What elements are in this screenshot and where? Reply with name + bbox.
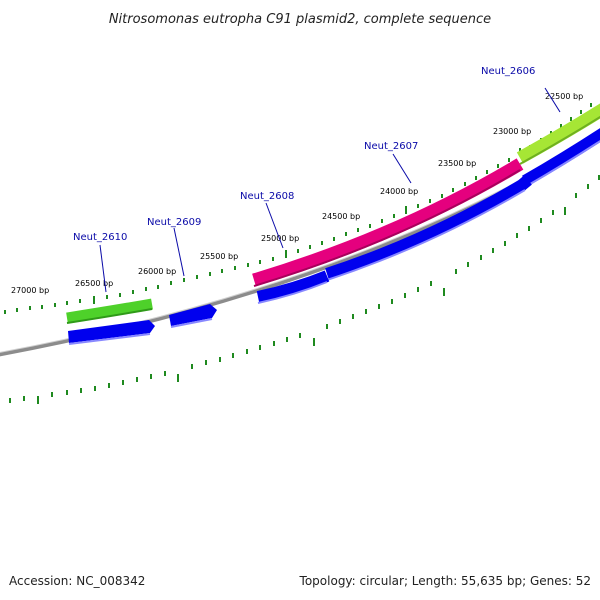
tick-label-23000: 23000 bp bbox=[493, 127, 531, 136]
gene-label-neut-2607[interactable]: Neut_2607 bbox=[364, 141, 418, 152]
cds-neut-2610[interactable] bbox=[68, 320, 155, 343]
cds-neut-2606-shade bbox=[524, 140, 600, 188]
tick-label-23500: 23500 bp bbox=[438, 159, 476, 168]
cds-neut-2609[interactable] bbox=[169, 304, 217, 326]
lime-feature-arc[interactable] bbox=[516, 103, 600, 164]
tick-label-22500: 22500 bp bbox=[545, 92, 583, 101]
pink-feature-arc-shade bbox=[253, 169, 521, 287]
lime-feature-arc-shade bbox=[519, 115, 600, 165]
map-title: Nitrosomonas eutropha C91 plasmid2, comp… bbox=[109, 12, 491, 27]
gene-label-neut-2606[interactable]: Neut_2606 bbox=[481, 66, 535, 77]
green-feature-arc[interactable] bbox=[66, 298, 153, 324]
green-feature-arc-shade bbox=[66, 308, 153, 324]
cds-neut-2607-shade bbox=[326, 189, 526, 281]
cds-neut-2610-shade bbox=[68, 333, 151, 345]
gene-callout-lines bbox=[99, 87, 561, 293]
tick-label-25000: 25000 bp bbox=[261, 234, 299, 243]
tick-label-27000: 27000 bp bbox=[11, 286, 49, 295]
tick-label-24500: 24500 bp bbox=[322, 212, 360, 221]
tick-label-24000: 24000 bp bbox=[380, 187, 418, 196]
tick-label-26000: 26000 bp bbox=[138, 267, 176, 276]
accession-text: Accession: NC_008342 bbox=[9, 574, 146, 588]
cds-neut-2607[interactable] bbox=[325, 175, 532, 280]
tick-label-25500: 25500 bp bbox=[200, 252, 238, 261]
sequence-summary-text: Topology: circular; Length: 55,635 bp; G… bbox=[299, 574, 591, 588]
gene-label-neut-2609[interactable]: Neut_2609 bbox=[147, 217, 201, 228]
gene-label-neut-2608[interactable]: Neut_2608 bbox=[240, 191, 294, 202]
cds-neut-2608-shade bbox=[257, 281, 328, 304]
gene-label-neut-2610[interactable]: Neut_2610 bbox=[73, 232, 127, 243]
tick-label-26500: 26500 bp bbox=[75, 279, 113, 288]
inner-tick-ring bbox=[9, 175, 600, 404]
cds-neut-2608[interactable] bbox=[256, 270, 330, 303]
cds-neut-2609-shade bbox=[170, 318, 213, 328]
pink-feature-arc[interactable] bbox=[252, 158, 524, 287]
cds-neut-2606[interactable] bbox=[522, 128, 600, 187]
